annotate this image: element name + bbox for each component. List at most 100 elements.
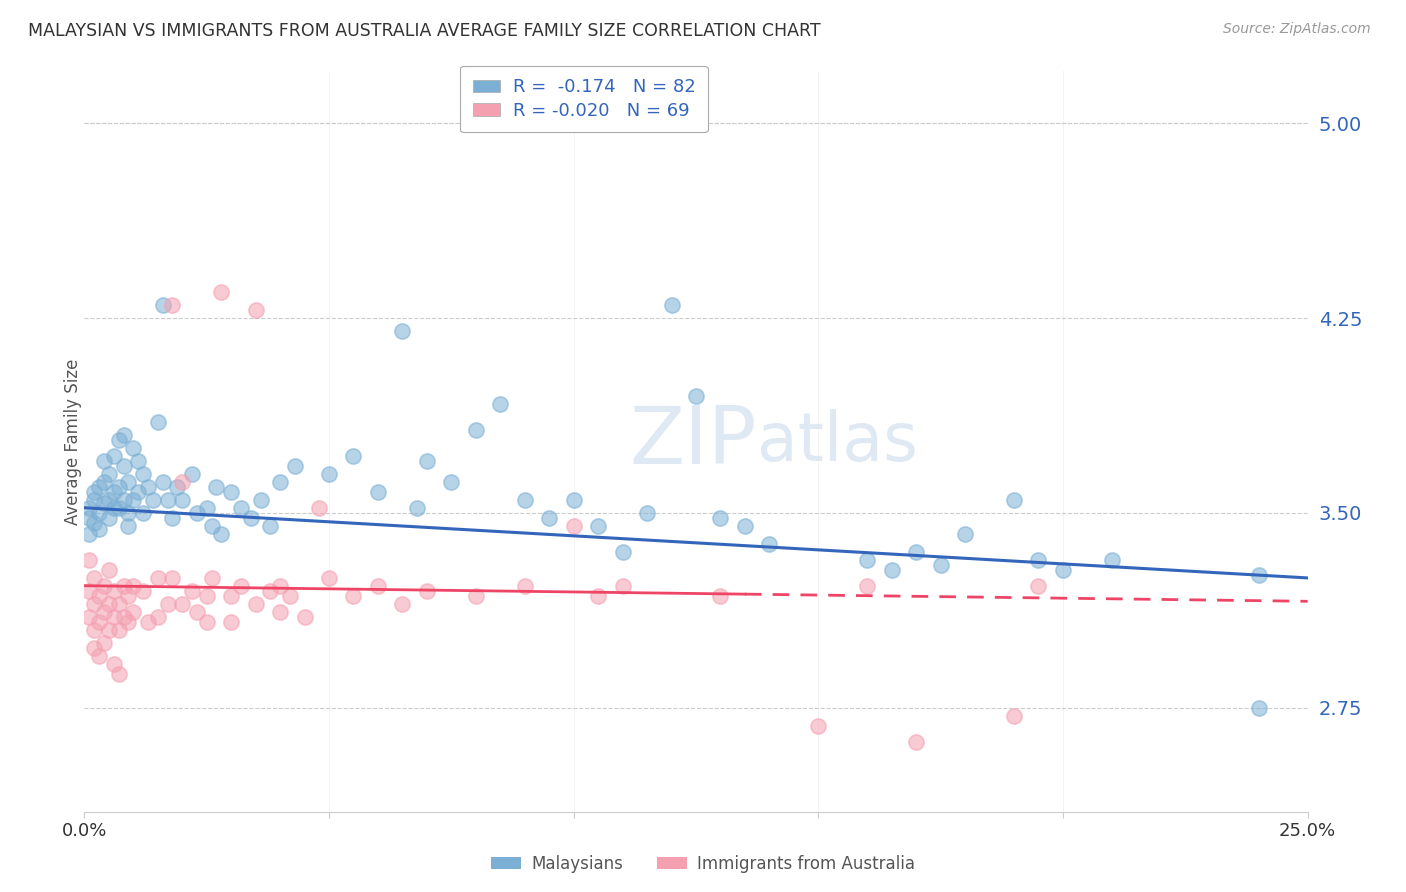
Point [209, 526, 232, 541]
Point [107, 597, 129, 611]
Point [734, 519, 756, 533]
Point [117, 589, 139, 603]
Y-axis label: Average Family Size: Average Family Size [65, 359, 82, 524]
Point [122, 579, 145, 593]
Point [905, 545, 928, 559]
Point [636, 506, 658, 520]
Point [406, 500, 429, 515]
Point [152, 298, 174, 312]
Point [284, 459, 307, 474]
Point [127, 454, 149, 468]
Point [83, 571, 105, 585]
Point [278, 589, 301, 603]
Legend: Malaysians, Immigrants from Australia: Malaysians, Immigrants from Australia [485, 848, 921, 880]
Point [685, 389, 707, 403]
Point [318, 571, 340, 585]
Point [103, 583, 125, 598]
Point [880, 563, 903, 577]
Point [77, 610, 100, 624]
Point [186, 506, 208, 520]
Point [146, 571, 169, 585]
Point [181, 583, 204, 598]
Point [87, 615, 110, 629]
Point [245, 303, 267, 318]
Point [103, 657, 125, 671]
Point [391, 597, 413, 611]
Point [83, 623, 105, 637]
Point [195, 589, 218, 603]
Point [758, 537, 780, 551]
Point [205, 480, 228, 494]
Point [538, 511, 561, 525]
Point [342, 449, 364, 463]
Point [200, 519, 222, 533]
Point [112, 579, 135, 593]
Point [200, 571, 222, 585]
Point [367, 579, 389, 593]
Point [1247, 568, 1270, 582]
Point [156, 597, 179, 611]
Point [136, 615, 159, 629]
Point [269, 475, 291, 489]
Point [245, 597, 267, 611]
Point [416, 583, 439, 598]
Point [239, 511, 262, 525]
Point [97, 623, 120, 637]
Point [219, 589, 242, 603]
Point [77, 500, 100, 515]
Point [93, 454, 115, 468]
Point [269, 605, 291, 619]
Point [172, 493, 194, 508]
Point [342, 589, 364, 603]
Point [807, 719, 830, 733]
Point [103, 500, 125, 515]
Point [93, 605, 115, 619]
Point [586, 589, 609, 603]
Point [97, 493, 120, 508]
Point [440, 475, 463, 489]
Point [117, 475, 139, 489]
Point [166, 480, 188, 494]
Point [93, 579, 115, 593]
Point [156, 493, 179, 508]
Point [117, 615, 139, 629]
Point [103, 610, 125, 624]
Point [562, 519, 585, 533]
Point [953, 526, 976, 541]
Point [112, 610, 135, 624]
Point [391, 324, 413, 338]
Point [132, 467, 155, 481]
Point [513, 493, 536, 508]
Point [87, 648, 110, 663]
Point [513, 579, 536, 593]
Point [612, 579, 634, 593]
Point [122, 441, 145, 455]
Point [107, 623, 129, 637]
Point [709, 511, 731, 525]
Point [77, 583, 100, 598]
Point [103, 485, 125, 500]
Point [929, 558, 952, 572]
Point [464, 589, 486, 603]
Point [709, 589, 731, 603]
Point [249, 493, 271, 508]
Point [661, 298, 683, 312]
Point [112, 459, 135, 474]
Point [122, 493, 145, 508]
Point [83, 516, 105, 531]
Point [146, 610, 169, 624]
Point [259, 583, 281, 598]
Point [856, 553, 879, 567]
Point [87, 506, 110, 520]
Point [219, 485, 242, 500]
Point [162, 511, 184, 525]
Point [142, 493, 165, 508]
Point [103, 449, 125, 463]
Point [127, 485, 149, 500]
Point [107, 500, 129, 515]
Point [1028, 553, 1050, 567]
Point [1002, 708, 1025, 723]
Point [195, 615, 218, 629]
Point [1247, 701, 1270, 715]
Point [905, 734, 928, 748]
